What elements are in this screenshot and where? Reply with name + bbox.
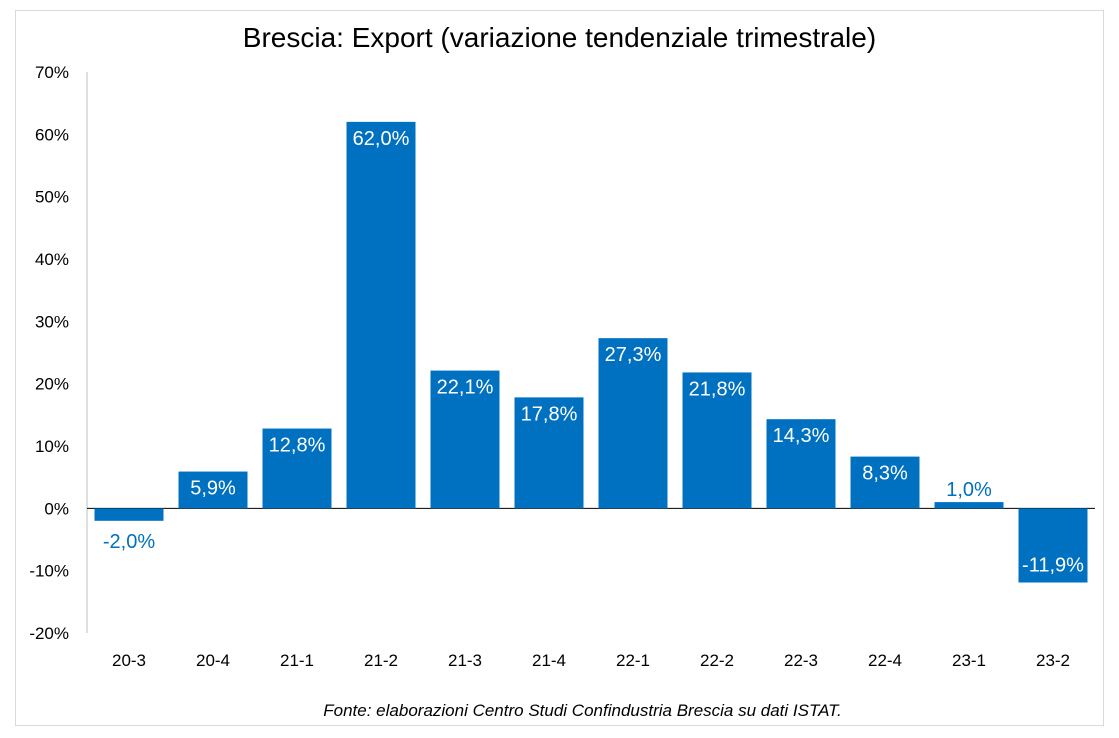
bar [766,419,836,509]
source-note: Fonte: elaborazioni Centro Studi Confind… [323,701,842,720]
data-label: 14,3% [773,425,830,447]
bar [598,338,668,509]
data-label: 5,9% [190,478,236,500]
x-tick-label: 21-1 [280,651,314,670]
bar [1018,508,1088,583]
y-tick-label: -20% [29,624,69,643]
x-tick-label: 22-4 [868,651,902,670]
x-tick-label: 21-2 [364,651,398,670]
x-tick-label: 21-4 [532,651,566,670]
data-label: 27,3% [605,344,662,366]
y-tick-label: -10% [29,562,69,581]
bar [850,456,920,509]
bar [682,372,752,509]
bar [262,428,332,509]
y-tick-label: 40% [35,250,69,269]
y-tick-label: 30% [35,312,69,331]
x-tick-label: 23-2 [1036,651,1070,670]
y-tick-label: 50% [35,188,69,207]
y-tick-label: 10% [35,437,69,456]
x-tick-label: 20-3 [112,651,146,670]
data-label: 21,8% [689,378,746,400]
y-tick-label: 0% [44,499,69,518]
chart-axes: -20% -10% 0% 10% 20% 30% 40% 50% 60% 70% 20-3 20-4 2… [29,63,1095,670]
x-tick-label: 22-3 [784,651,818,670]
data-label: 8,3% [862,463,908,485]
bar [346,121,416,509]
chart-title: Brescia: Export (variazione tendenziale … [242,22,877,53]
data-label: 1,0% [946,479,992,501]
data-label: 17,8% [521,403,578,425]
x-tick-label: 20-4 [196,651,230,670]
chart-data-labels: -2,0% 5,9% 12,8% 62,0% 22,1% 17,8% 27,3% 21,8% 1… [103,128,1084,577]
chart-frame [15,10,1104,726]
y-tick-label: 70% [35,63,69,82]
data-label: -11,9% [1022,555,1084,577]
bar [430,370,500,509]
data-label: 22,1% [437,377,494,399]
data-label: 12,8% [269,435,326,457]
chart-bars [94,121,1088,583]
data-label: -2,0% [103,531,155,553]
y-tick-label: 60% [35,125,69,144]
bar [178,471,248,509]
bar [934,502,1004,509]
x-tick-label: 23-1 [952,651,986,670]
x-tick-label: 22-2 [700,651,734,670]
x-tick-label: 21-3 [448,651,482,670]
data-label: 62,0% [353,128,410,150]
y-tick-label: 20% [35,375,69,394]
bar [94,508,164,521]
x-tick-label: 22-1 [616,651,650,670]
bar [514,397,584,509]
